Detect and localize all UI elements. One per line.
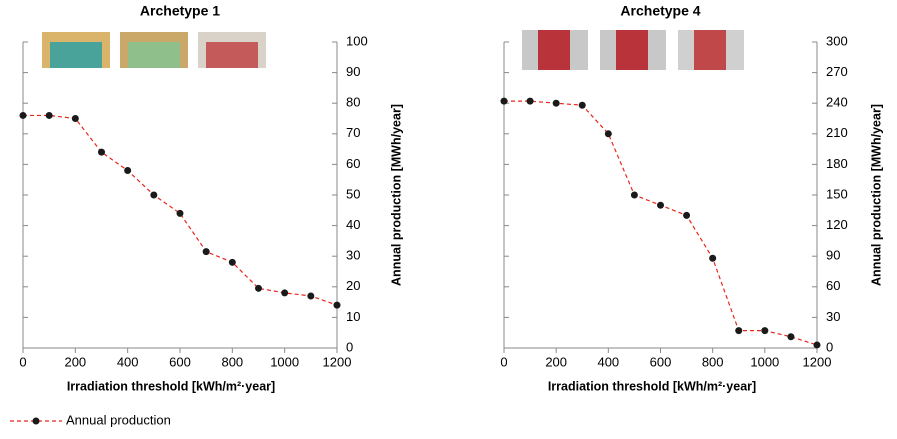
y-tick-label: 180 (826, 156, 848, 171)
data-point (579, 102, 586, 109)
data-point (501, 98, 508, 105)
data-point (787, 333, 794, 340)
y-tick-label: 240 (826, 95, 848, 110)
figure: Annual production Archetype 1 0 10 20 30 40 50… (0, 0, 897, 434)
y-tick-label: 0 (826, 339, 833, 354)
x-tick-label: 800 (221, 354, 243, 369)
data-point (657, 202, 664, 209)
y-tick-label: 100 (346, 33, 368, 48)
x-tick-label: 0 (19, 354, 26, 369)
x-tick-label: 1000 (750, 354, 779, 369)
y-tick-label: 70 (346, 125, 360, 140)
y-tick-label: 90 (826, 248, 840, 263)
x-tick-label: 1000 (270, 354, 299, 369)
data-point (553, 100, 560, 107)
x-tick-label: 600 (650, 354, 672, 369)
x-tick-label: 200 (64, 354, 86, 369)
y-tick-label: 30 (826, 309, 840, 324)
data-point (631, 192, 638, 199)
x-axis-title: Irradiation threshold [kWh/m²·year] (67, 379, 275, 393)
data-point (98, 149, 105, 156)
data-point (20, 112, 27, 119)
building-image (128, 42, 180, 68)
x-tick-label: 0 (500, 354, 507, 369)
data-point (46, 112, 53, 119)
building-image (616, 30, 648, 70)
x-tick-label: 200 (545, 354, 567, 369)
data-point (761, 327, 768, 334)
data-point (814, 341, 821, 348)
building-image (538, 30, 570, 70)
y-tick-label: 300 (826, 33, 848, 48)
y-tick-label: 60 (346, 156, 360, 171)
chart-title: Archetype 4 (620, 3, 700, 19)
x-axis-title: Irradiation threshold [kWh/m²·year] (548, 379, 756, 393)
legend-label: Annual production (66, 412, 171, 427)
building-image (694, 30, 726, 70)
data-point (177, 210, 184, 217)
x-tick-label: 400 (597, 354, 619, 369)
legend-marker (33, 418, 40, 425)
y-tick-label: 40 (346, 217, 360, 232)
x-tick-label: 1200 (323, 354, 352, 369)
chart-title: Archetype 1 (140, 3, 220, 19)
y-tick-label: 90 (346, 64, 360, 79)
data-point (307, 292, 314, 299)
x-tick-label: 1200 (803, 354, 832, 369)
data-point (735, 327, 742, 334)
data-point (281, 289, 288, 296)
x-tick-label: 600 (169, 354, 191, 369)
data-point (124, 167, 131, 174)
data-point (527, 98, 534, 105)
y-tick-label: 120 (826, 217, 848, 232)
data-point (683, 212, 690, 219)
data-point (255, 285, 262, 292)
y-tick-label: 50 (346, 186, 360, 201)
y-tick-label: 0 (346, 339, 353, 354)
y-tick-label: 150 (826, 186, 848, 201)
y-tick-label: 60 (826, 278, 840, 293)
y-tick-label: 30 (346, 248, 360, 263)
data-point (605, 130, 612, 137)
building-image (206, 42, 258, 68)
x-tick-label: 800 (702, 354, 724, 369)
data-point (203, 248, 210, 255)
data-point (229, 259, 236, 266)
y-axis-title: Annual production [MWh/year] (869, 104, 883, 286)
building-images (42, 30, 744, 70)
data-point (334, 302, 341, 309)
legend: Annual production (10, 412, 171, 427)
building-image (50, 42, 102, 68)
data-point (72, 115, 79, 122)
y-tick-label: 270 (826, 64, 848, 79)
data-point (150, 192, 157, 199)
y-axis-title: Annual production [MWh/year] (389, 104, 403, 286)
y-tick-label: 80 (346, 95, 360, 110)
y-tick-label: 210 (826, 125, 848, 140)
page: {"chart_data": [ {"type": "line", "title… (0, 0, 897, 439)
series-line (504, 101, 817, 345)
y-tick-label: 10 (346, 309, 360, 324)
x-tick-label: 400 (117, 354, 139, 369)
y-tick-label: 20 (346, 278, 360, 293)
data-point (709, 255, 716, 262)
